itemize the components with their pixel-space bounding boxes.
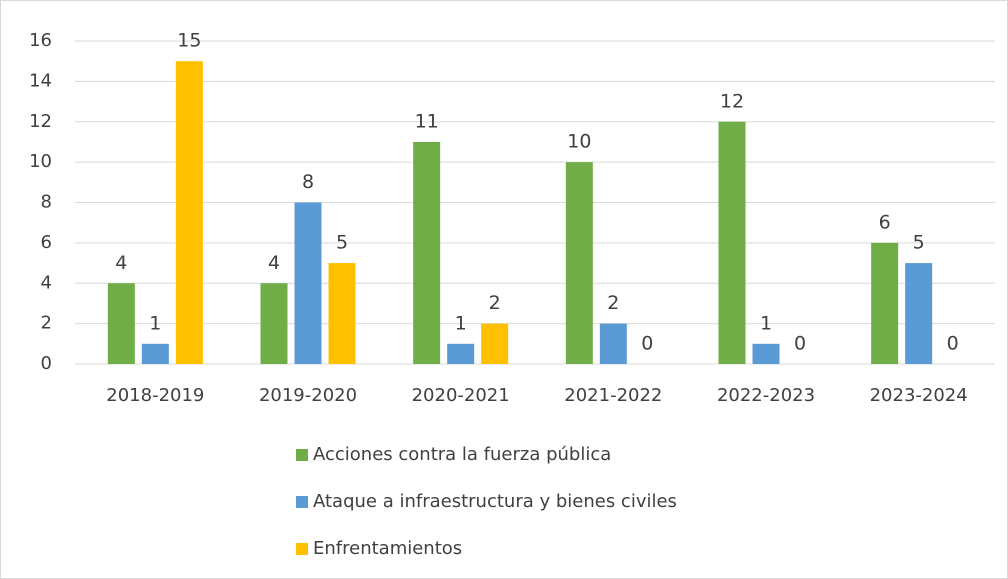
bar xyxy=(752,343,780,364)
x-tick-label: 2022-2023 xyxy=(717,385,815,406)
data-label: 5 xyxy=(336,232,348,254)
data-label: 5 xyxy=(913,232,925,254)
bar xyxy=(599,323,627,364)
data-label: 0 xyxy=(641,333,653,355)
bar xyxy=(260,283,288,364)
legend-swatch xyxy=(296,543,308,555)
x-tick-label: 2023-2024 xyxy=(870,385,968,406)
data-label: 11 xyxy=(415,110,439,132)
y-tick-label: 4 xyxy=(41,272,52,293)
y-tick-label: 16 xyxy=(29,30,52,51)
y-tick-label: 10 xyxy=(29,151,52,172)
bar xyxy=(328,263,356,364)
data-label: 0 xyxy=(947,333,959,355)
bar xyxy=(718,121,746,364)
y-tick-label: 8 xyxy=(41,192,52,213)
x-tick-label: 2018-2019 xyxy=(106,385,204,406)
x-tick-label: 2020-2021 xyxy=(412,385,510,406)
bar xyxy=(481,323,509,364)
legend-label: Ataque a infraestructura y bienes civile… xyxy=(313,491,677,512)
bar xyxy=(871,242,899,364)
legend-label: Enfrentamientos xyxy=(313,538,462,559)
data-label: 6 xyxy=(879,211,891,233)
x-tick-label: 2021-2022 xyxy=(564,385,662,406)
bar xyxy=(294,202,322,364)
bar xyxy=(413,141,441,364)
data-label: 2 xyxy=(489,292,501,314)
data-label: 10 xyxy=(567,131,591,153)
y-tick-label: 14 xyxy=(29,70,52,91)
y-tick-label: 0 xyxy=(41,353,52,374)
data-label: 12 xyxy=(720,90,744,112)
bar xyxy=(175,61,203,364)
data-label: 1 xyxy=(149,312,161,334)
legend-swatch xyxy=(296,449,308,461)
data-label: 4 xyxy=(115,252,127,274)
bar xyxy=(905,263,933,364)
x-tick-label: 2019-2020 xyxy=(259,385,357,406)
data-label: 8 xyxy=(302,171,314,193)
legend-label: Acciones contra la fuerza pública xyxy=(313,444,611,465)
bar xyxy=(107,283,135,364)
bar xyxy=(141,343,169,364)
data-label: 0 xyxy=(794,333,806,355)
y-tick-label: 6 xyxy=(41,232,52,253)
data-label: 4 xyxy=(268,252,280,274)
legend-swatch xyxy=(296,496,308,508)
data-label: 15 xyxy=(177,30,201,52)
y-tick-label: 12 xyxy=(29,111,52,132)
data-label: 1 xyxy=(760,312,772,334)
y-tick-label: 2 xyxy=(41,313,52,334)
data-label: 2 xyxy=(607,292,619,314)
bar xyxy=(565,162,593,364)
bar xyxy=(447,343,475,364)
data-label: 1 xyxy=(455,312,467,334)
